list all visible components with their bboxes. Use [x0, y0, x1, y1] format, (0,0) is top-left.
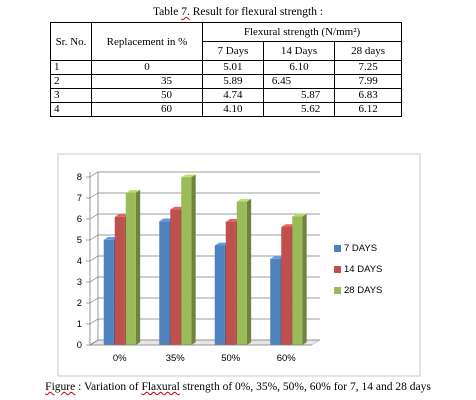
y-tick-label: 2 — [77, 298, 82, 309]
bar-side — [191, 174, 196, 345]
bar-side — [246, 198, 252, 345]
y-tick-label: 8 — [77, 172, 82, 183]
chart-legend: 7 DAYS 14 DAYS 28 DAYS — [334, 238, 382, 301]
gridline — [89, 192, 320, 199]
bar-top — [236, 198, 252, 202]
y-tick-label: 3 — [77, 277, 82, 288]
table-caption-number: 7. — [181, 6, 190, 18]
x-tick-label: 0% — [113, 353, 127, 364]
cell-28-days: 6.83 — [334, 88, 402, 103]
chart-x-ticks: 0% 35% 50% 60% — [90, 344, 312, 364]
legend-swatch-14-days — [334, 266, 341, 273]
cell-sr: 4 — [50, 102, 92, 117]
table-row: 4 60 4.10 5.62 6.12 — [50, 102, 402, 117]
bar-side — [302, 213, 307, 345]
table-caption-text: Result for flexural strength : — [189, 6, 324, 18]
legend-label: 14 DAYS — [344, 264, 383, 275]
bar-front — [103, 239, 114, 345]
y-tick-label: 5 — [77, 235, 82, 246]
bar-front — [292, 216, 303, 345]
bar-top — [114, 214, 130, 217]
legend-swatch-28-days — [334, 287, 341, 294]
bar-front — [170, 209, 181, 345]
bar-front — [159, 221, 170, 345]
table-row: 1 0 5.01 6.10 7.25 — [50, 60, 402, 75]
bar-top — [292, 213, 307, 217]
figure-caption: Figure : Variation of Flaxural strength … — [0, 381, 476, 393]
flexural-strength-table: Sr. No. Replacement in % Flexural streng… — [50, 22, 402, 117]
bar-front — [270, 258, 281, 345]
table-row: 3 50 4.74 5.87 6.83 — [50, 88, 402, 103]
cell-7-days: 4.10 — [202, 102, 264, 117]
legend-item: 28 DAYS — [334, 280, 382, 301]
legend-swatch-7-days — [334, 245, 341, 252]
table-caption: Table 7. Result for flexural strength : — [0, 6, 476, 18]
y-tick-label: 6 — [77, 214, 82, 225]
bar-top — [214, 242, 230, 246]
bar-top — [181, 174, 196, 178]
x-tick-label: 35% — [166, 353, 186, 364]
bar-side — [135, 190, 141, 345]
x-tick-label: 60% — [277, 353, 297, 364]
y-tick-label: 0 — [77, 340, 82, 351]
cell-28-days: 6.12 — [334, 102, 402, 117]
figure-caption-text: : Variation of — [75, 381, 142, 393]
bar-top — [159, 218, 174, 222]
bar-0%-28-days — [125, 190, 141, 345]
bar-35%-28-days — [181, 174, 196, 345]
legend-label: 7 DAYS — [344, 243, 378, 254]
bar-50%-28-days — [236, 198, 252, 345]
legend-label: 28 DAYS — [344, 285, 383, 296]
cell-14-days: 5.62 — [262, 102, 336, 117]
y-tick-label: 1 — [77, 319, 82, 330]
chart-area-border — [57, 153, 421, 377]
cell-28-days: 7.25 — [334, 60, 402, 75]
chart-gridlines — [88, 171, 322, 346]
bar-top — [281, 224, 296, 227]
header-replacement: Replacement in % — [91, 22, 203, 61]
bar-front — [236, 201, 247, 345]
bar-front — [114, 216, 125, 345]
bar-top — [270, 256, 285, 259]
cell-7-days: 5.89 — [202, 74, 264, 89]
legend-item: 7 DAYS — [334, 238, 382, 259]
figure-caption-tail: strength of 0%, 35%, 50%, 60% for 7, 14 … — [179, 381, 431, 393]
cell-14-days: 5.87 — [262, 88, 336, 103]
bar-top — [103, 237, 119, 240]
cell-7-days: 5.01 — [202, 60, 264, 75]
bar-top — [225, 218, 241, 222]
cell-14-days: 6.45 — [262, 74, 336, 89]
y-tick-label: 7 — [77, 193, 82, 204]
bar-front — [181, 177, 192, 345]
x-tick-label: 50% — [221, 353, 241, 364]
gridline — [89, 171, 320, 178]
bar-top — [125, 190, 141, 193]
bar-60%-28-days — [292, 213, 307, 345]
bar-front — [214, 245, 225, 345]
legend-item: 14 DAYS — [334, 259, 382, 280]
bar-front — [225, 221, 236, 345]
bar-front — [125, 192, 136, 345]
chart-bars — [103, 174, 307, 345]
cell-replacement: 60 — [91, 102, 203, 117]
figure-caption-word: Figure — [45, 381, 76, 393]
y-tick-label: 4 — [77, 256, 82, 267]
bar-front — [281, 226, 292, 345]
bar-top — [170, 206, 185, 210]
chart-y-ticks: 0 1 2 3 4 5 6 7 8 — [77, 172, 90, 351]
figure-caption-misspelled: Flaxural — [141, 381, 180, 393]
table-row: 2 35 5.89 6.45 7.99 — [50, 74, 402, 89]
header-14-days: 14 Days — [262, 41, 336, 61]
table-caption-prefix: Table — [152, 6, 182, 18]
